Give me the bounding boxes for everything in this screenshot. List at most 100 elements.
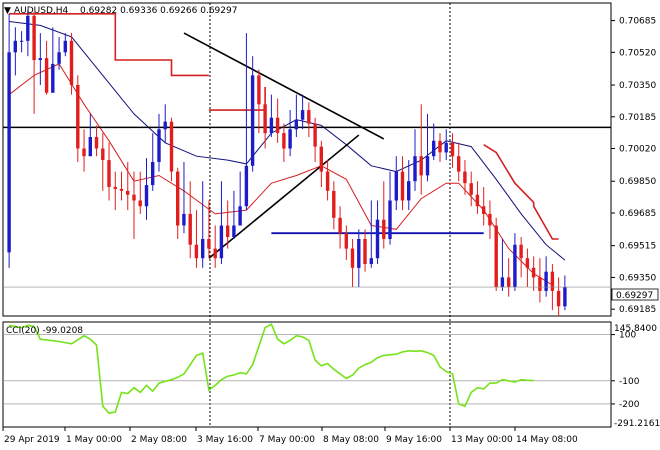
candle-body xyxy=(282,133,286,149)
candle-body xyxy=(219,225,224,259)
candle-body xyxy=(32,15,36,61)
candle xyxy=(176,167,180,239)
candle-body xyxy=(457,156,461,172)
candle xyxy=(232,190,236,239)
ohlc-readout: 0.69282 0.69336 0.69266 0.69297 xyxy=(80,6,237,16)
candle-body xyxy=(63,40,67,53)
candle-body xyxy=(94,137,99,149)
time-tick-label: 14 May 08:00 xyxy=(516,435,578,445)
candle xyxy=(500,238,505,291)
candle xyxy=(363,229,367,272)
candle xyxy=(207,200,211,259)
candle-body xyxy=(438,140,442,153)
candle-body xyxy=(169,121,174,172)
candle-body xyxy=(38,58,42,60)
candle-body xyxy=(275,117,280,134)
candle xyxy=(238,171,242,226)
candle-body xyxy=(101,148,105,160)
candle xyxy=(126,162,130,211)
candle xyxy=(438,133,442,162)
candle xyxy=(531,256,536,291)
candle xyxy=(269,94,274,137)
candle xyxy=(344,225,348,261)
candle-body xyxy=(207,239,211,249)
candle xyxy=(469,171,473,207)
candle xyxy=(488,200,492,239)
candle xyxy=(388,171,392,245)
candle-body xyxy=(201,239,205,259)
candle xyxy=(57,36,61,70)
candle-body xyxy=(382,219,386,239)
candle-body xyxy=(475,194,480,207)
candle xyxy=(51,27,55,93)
candle xyxy=(413,129,417,191)
candle-body xyxy=(76,85,80,149)
candle xyxy=(544,256,548,297)
ma-fast-line xyxy=(8,63,553,286)
candle xyxy=(294,94,298,137)
cci-max-label: 145.8400 xyxy=(614,324,657,334)
candle xyxy=(432,123,436,161)
candle-body xyxy=(257,75,261,105)
time-tick-label: 29 Apr 2019 xyxy=(4,435,60,445)
candle xyxy=(307,102,311,137)
candle xyxy=(507,258,511,297)
candle xyxy=(338,206,342,249)
candle xyxy=(138,171,142,214)
candle xyxy=(119,171,124,201)
candle-body xyxy=(425,156,430,176)
candle xyxy=(407,160,411,211)
candle-body xyxy=(294,119,298,130)
current-price-tag xyxy=(611,288,659,301)
candle xyxy=(38,33,42,86)
time-tick-label: 2 May 08:00 xyxy=(131,435,187,445)
candle xyxy=(332,181,336,230)
time-tick-label: 13 May 00:00 xyxy=(451,435,513,445)
candle-body xyxy=(44,58,49,93)
day-separators xyxy=(209,3,451,427)
candle xyxy=(350,238,355,288)
price-tick-label: 0.69515 xyxy=(619,242,656,252)
candle-body xyxy=(500,277,505,287)
price-axis: 0.70685 0.70520 0.70350 0.70185 0.70020 0.698… xyxy=(611,17,656,315)
candle-body xyxy=(157,129,161,162)
candle xyxy=(257,69,261,134)
candle-body xyxy=(413,156,417,182)
candle xyxy=(19,31,24,53)
candle xyxy=(300,94,305,130)
candle xyxy=(325,160,330,201)
candle xyxy=(563,275,567,311)
candle xyxy=(275,98,280,143)
candle xyxy=(88,113,92,157)
candle xyxy=(400,156,405,211)
candle xyxy=(7,13,11,268)
candlesticks xyxy=(3,10,611,316)
price-tick-label: 0.70685 xyxy=(619,17,656,27)
candle-body xyxy=(350,248,355,268)
candle-body xyxy=(325,171,330,191)
candle xyxy=(107,142,111,201)
time-tick-label: 3 May 16:00 xyxy=(197,435,253,445)
price-tick-label: 0.69850 xyxy=(619,177,656,187)
price-tick-label: 0.70520 xyxy=(619,48,656,58)
candle-body xyxy=(563,287,567,307)
candle-body xyxy=(138,200,142,207)
cci-line xyxy=(8,323,534,415)
candle-body xyxy=(300,110,305,120)
header-icon: ▼ xyxy=(4,6,11,16)
candle xyxy=(463,160,467,195)
candle-body xyxy=(188,213,192,245)
candle-body xyxy=(13,40,17,53)
candle xyxy=(188,181,192,259)
price-tick-label: 0.70350 xyxy=(619,81,656,91)
candle xyxy=(94,125,99,157)
symbol-timeframe: AUDUSD,H4 xyxy=(14,6,69,16)
candle xyxy=(519,237,523,278)
candle-body xyxy=(232,225,236,237)
candle xyxy=(538,258,542,303)
time-axis: 29 Apr 2019 1 May 00:00 2 May 08:00 3 May 1… xyxy=(2,427,578,445)
candle xyxy=(144,158,149,220)
candle-body xyxy=(269,117,274,134)
candle xyxy=(157,113,161,172)
